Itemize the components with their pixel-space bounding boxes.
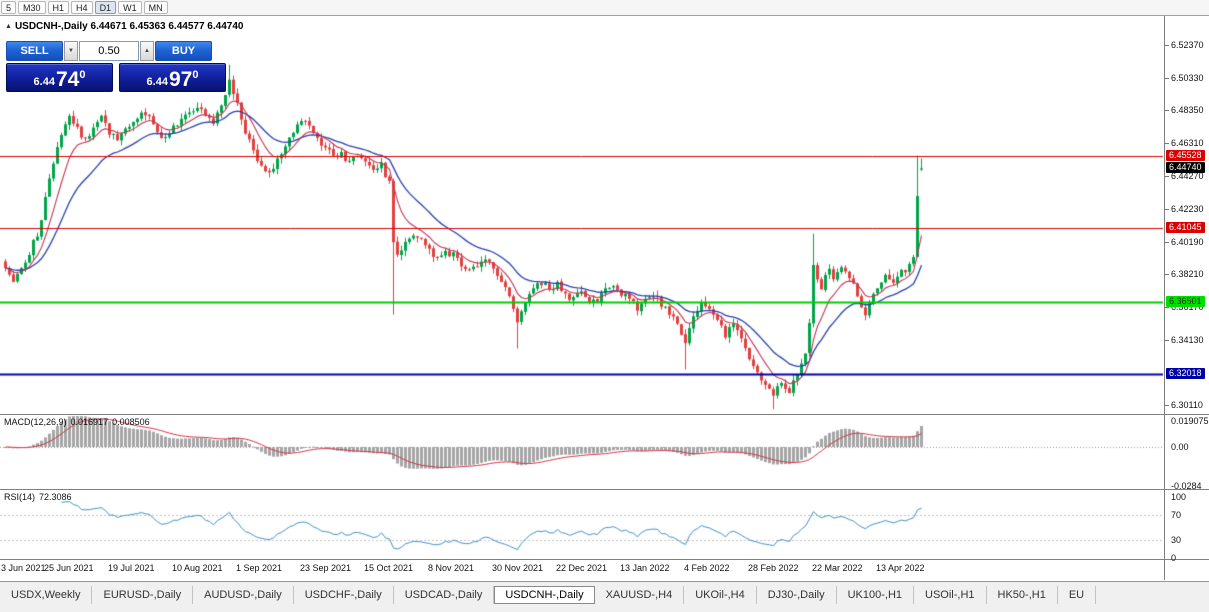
tab-usoil-h1[interactable]: USOil-,H1 bbox=[914, 586, 987, 604]
chart-symbol-label: USDCNH-,Daily bbox=[14, 21, 88, 32]
chart-tab-bar: USDX,Weekly EURUSD-,Daily AUDUSD-,Daily USD… bbox=[0, 581, 1209, 612]
chevron-up-icon: ▲ bbox=[144, 48, 150, 54]
tab-usdcnh-daily[interactable]: USDCNH-,Daily bbox=[494, 586, 595, 604]
collapse-trade-panel-icon[interactable]: ▲ bbox=[5, 23, 12, 30]
timeframe-button-h1[interactable]: H1 bbox=[47, 1, 70, 14]
chart-header: ▲ USDCNH-,Daily 6.44671 6.45363 6.44577 6… bbox=[5, 21, 243, 32]
tab-hk50-h1[interactable]: HK50-,H1 bbox=[987, 586, 1058, 604]
tab-audusd-daily[interactable]: AUDUSD-,Daily bbox=[193, 586, 294, 604]
sell-price-sup: 0 bbox=[79, 69, 86, 81]
sell-price-big: 74 bbox=[55, 68, 80, 91]
timeframe-button-h4[interactable]: H4 bbox=[71, 1, 93, 14]
lot-size-input[interactable] bbox=[79, 41, 139, 61]
sell-price-small: 6.44 bbox=[33, 76, 55, 88]
tab-usdx-weekly[interactable]: USDX,Weekly bbox=[0, 586, 93, 604]
tab-eu[interactable]: EU bbox=[1058, 586, 1097, 604]
sell-price-display[interactable]: 6.44 74 0 bbox=[6, 63, 113, 92]
lot-decrease-button[interactable]: ▼ bbox=[64, 41, 78, 61]
tab-xauusd-h4[interactable]: XAUUSD-,H4 bbox=[595, 586, 685, 604]
timeframe-button-m30[interactable]: M30 bbox=[18, 1, 46, 14]
timeframe-button-mn[interactable]: MN bbox=[143, 1, 168, 14]
sell-button[interactable]: SELL bbox=[6, 41, 63, 61]
tab-dj30-daily[interactable]: DJ30-,Daily bbox=[757, 586, 837, 604]
timeframe-button-w1[interactable]: W1 bbox=[118, 1, 142, 14]
chevron-down-icon: ▼ bbox=[68, 48, 74, 54]
one-click-trade-panel: SELL ▼ ▲ BUY 6.44 74 0 6.44 97 0 bbox=[6, 41, 226, 92]
chart-ohlc-values: 6.44671 6.45363 6.44577 6.44740 bbox=[90, 21, 244, 32]
tab-ukoil-h4[interactable]: UKOil-,H4 bbox=[684, 586, 757, 604]
buy-price-display[interactable]: 6.44 97 0 bbox=[119, 63, 226, 92]
buy-price-small: 6.44 bbox=[146, 76, 168, 88]
buy-price-big: 97 bbox=[168, 68, 193, 91]
tab-uk100-h1[interactable]: UK100-,H1 bbox=[837, 586, 915, 604]
buy-button[interactable]: BUY bbox=[155, 41, 212, 61]
tab-eurusd-daily[interactable]: EURUSD-,Daily bbox=[92, 586, 194, 604]
buy-price-sup: 0 bbox=[192, 69, 199, 81]
lot-increase-button[interactable]: ▲ bbox=[140, 41, 154, 61]
tab-usdchf-daily[interactable]: USDCHF-,Daily bbox=[294, 586, 394, 604]
timeframe-button-5[interactable]: 5 bbox=[1, 1, 17, 14]
timeframe-toolbar: 5 M30 H1 H4 D1 W1 MN bbox=[0, 0, 1209, 16]
tab-usdcad-daily[interactable]: USDCAD-,Daily bbox=[394, 586, 495, 604]
timeframe-button-d1[interactable]: D1 bbox=[94, 1, 117, 14]
